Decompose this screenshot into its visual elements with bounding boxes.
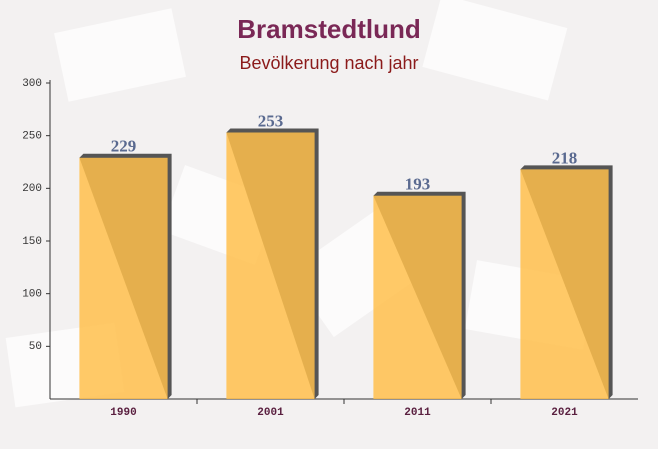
x-tick-label: 2021 — [551, 407, 578, 419]
chart-subtitle: Bevölkerung nach jahr — [239, 53, 418, 73]
y-tick-label: 300 — [22, 78, 42, 90]
y-tick-label: 200 — [22, 183, 42, 195]
chart-title: Bramstedtlund — [237, 14, 420, 44]
bar — [520, 169, 609, 399]
value-label: 229 — [111, 137, 137, 156]
value-label: 193 — [405, 175, 431, 194]
y-tick-label: 150 — [22, 236, 42, 248]
value-label: 218 — [552, 148, 578, 167]
bar — [226, 132, 315, 400]
x-tick-label: 2001 — [257, 407, 284, 419]
bar — [79, 157, 168, 399]
x-tick-label: 2011 — [404, 407, 431, 419]
x-tick-label: 1990 — [110, 407, 136, 419]
y-tick-label: 100 — [22, 289, 42, 301]
y-tick-label: 50 — [29, 341, 42, 353]
y-tick-label: 250 — [22, 131, 42, 143]
bar — [373, 195, 462, 399]
value-label: 253 — [258, 111, 284, 130]
